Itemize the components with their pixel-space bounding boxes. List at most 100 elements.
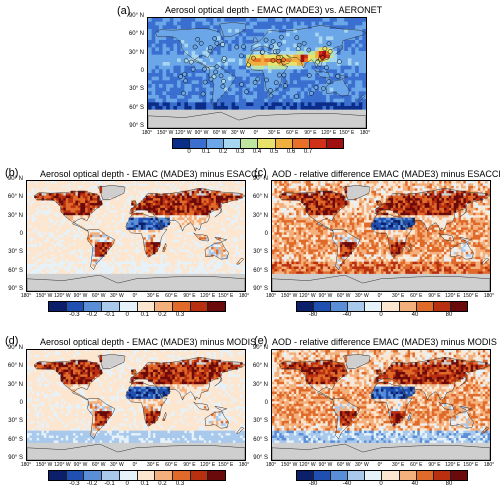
- station-marker: [243, 89, 249, 95]
- lat-tick-label: 90° S: [8, 455, 23, 461]
- lon-tick-label: 30° E: [147, 462, 160, 468]
- lat-tick-label: 90° N: [252, 345, 268, 351]
- colorbar-swatch: [416, 471, 434, 480]
- colorbar-tick-label: 0.7: [303, 149, 313, 155]
- station-marker: [220, 42, 226, 47]
- station-marker: [195, 36, 200, 42]
- lat-tick-label: 30° S: [129, 86, 144, 93]
- station-marker: [336, 59, 342, 65]
- station-marker: [335, 73, 341, 79]
- lon-tick-label: 60° E: [410, 293, 423, 299]
- colorbar-tick-label: 0.2: [158, 481, 167, 487]
- panel-title: AOD - relative difference EMAC (MADE3) m…: [272, 337, 500, 347]
- station-marker: [268, 88, 273, 93]
- lat-tick-label: 90° N: [252, 176, 268, 182]
- lon-tick-label: 180°: [483, 462, 495, 468]
- station-marker: [239, 81, 245, 87]
- lon-tick-label: 30° E: [392, 293, 405, 299]
- map-canvas: [27, 350, 245, 460]
- station-marker: [218, 73, 224, 79]
- panel-title: Aerosol optical depth - EMAC (MADE3) min…: [40, 337, 257, 347]
- lon-tick-label: 60° W: [212, 130, 227, 136]
- station-marker: [178, 74, 184, 79]
- lon-tick-label: 90° W: [318, 293, 333, 299]
- lat-tick-label: 60° S: [8, 436, 23, 443]
- data-grid: [148, 18, 366, 128]
- map-panel-e: [271, 349, 491, 461]
- lon-tick-label: 180°: [265, 293, 277, 299]
- lon-tick-label: 90° W: [194, 130, 209, 136]
- colorbar-swatch: [416, 302, 434, 311]
- colorbar-tick-label: -40: [342, 312, 352, 318]
- colorbar-swatch: [314, 471, 332, 480]
- lat-tick-label: 90° S: [253, 455, 268, 461]
- lon-tick-label: 120° W: [54, 293, 71, 299]
- lon-tick-label: 60° E: [410, 462, 423, 468]
- station-marker: [278, 34, 284, 40]
- coastlines: [27, 185, 245, 291]
- station-marker: [246, 62, 251, 68]
- lon-tick-label: 30° W: [230, 130, 245, 136]
- lat-tick-label: 30° N: [128, 49, 144, 56]
- colorbar-tick-label: -0.3: [69, 312, 80, 318]
- panel-label: (d): [5, 335, 19, 347]
- colorbar-swatch: [84, 302, 103, 311]
- colorbar-swatch: [119, 302, 138, 311]
- colorbar-tick-label: -80: [308, 312, 318, 318]
- lat-tick-label: 60° S: [253, 267, 268, 274]
- colorbar-tick-label: -0.1: [104, 481, 115, 487]
- colorbar-tick-label: 0.1: [201, 149, 211, 155]
- colorbar-swatch: [292, 139, 310, 148]
- colorbar-tick-label: 0.3: [175, 481, 185, 487]
- colorbar-swatch: [382, 471, 400, 480]
- coastlines: [272, 354, 490, 460]
- station-marker: [327, 49, 333, 54]
- colorbar-tick-label: 0.3: [235, 149, 245, 155]
- lon-tick-label: 150° E: [218, 462, 234, 468]
- station-marker: [212, 36, 217, 41]
- lon-tick-label: 180°: [141, 130, 153, 136]
- station-marker: [211, 74, 217, 80]
- station-marker: [220, 84, 226, 89]
- station-marker: [192, 44, 198, 50]
- station-marker: [198, 40, 204, 46]
- lat-tick-label: 90° S: [129, 123, 144, 129]
- station-marker: [213, 69, 218, 75]
- colorbar: [48, 470, 226, 481]
- station-marker: [276, 58, 282, 64]
- colorbar-swatch: [137, 471, 156, 480]
- colorbar-swatch: [155, 471, 173, 480]
- station-marker: [301, 40, 307, 46]
- colorbar-tick-label: 0: [125, 481, 129, 487]
- colorbar-swatch: [399, 302, 417, 311]
- station-marker: [277, 41, 282, 47]
- lon-tick-label: 150° E: [339, 130, 355, 136]
- lat-tick-label: 0: [19, 400, 23, 406]
- colorbar-tick-label: 80: [445, 481, 453, 487]
- lon-tick-label: 120° E: [445, 462, 461, 468]
- colorbar-tick-label: -0.3: [69, 481, 80, 487]
- colorbar-swatch: [119, 471, 138, 480]
- colorbar-tick-label: 0.1: [140, 312, 149, 318]
- colorbar-tick-label: -40: [342, 481, 352, 487]
- lon-tick-label: 0°: [132, 293, 138, 299]
- colorbar-tick-label: -0.2: [86, 481, 98, 487]
- colorbar-swatch: [207, 139, 225, 148]
- lon-tick-label: 150° E: [463, 462, 479, 468]
- station-marker: [313, 85, 319, 90]
- station-marker: [268, 93, 274, 99]
- panel-title: Aerosol optical depth - EMAC (MADE3) min…: [40, 169, 261, 179]
- colorbar-swatch: [399, 471, 417, 480]
- lat-tick-label: 30° N: [7, 381, 23, 388]
- station-marker: [183, 58, 189, 64]
- station-marker: [324, 65, 329, 71]
- station-marker: [273, 80, 279, 86]
- data-grid: [272, 350, 490, 460]
- station-marker: [270, 58, 276, 63]
- lon-tick-label: 90° E: [183, 293, 196, 299]
- colorbar-swatch: [84, 471, 103, 480]
- colorbar-swatch: [297, 302, 315, 311]
- colorbar-swatch: [155, 302, 173, 311]
- panel-label: (b): [5, 167, 19, 179]
- colorbar-tick-label: -0.2: [86, 312, 98, 318]
